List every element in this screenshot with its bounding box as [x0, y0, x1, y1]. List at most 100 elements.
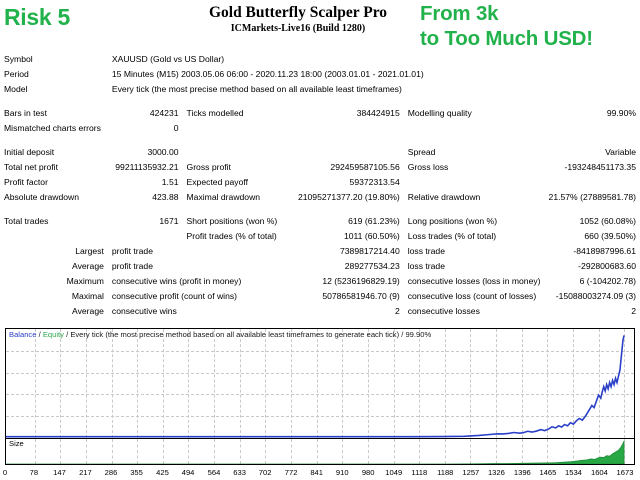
promo-line-1: From 3k: [420, 2, 499, 25]
x-axis-tick-label: 1673: [616, 468, 634, 477]
ticks-modelled-value: 384424915: [356, 108, 400, 118]
legend-description: Every tick (the most precise method base…: [70, 330, 432, 339]
relative-drawdown-value: 21.57% (27889581.78): [548, 192, 636, 202]
avg-consecutive-losses-label: consecutive losses: [407, 306, 480, 316]
mismatched-charts-errors-value: 0: [173, 123, 179, 133]
short-positions-label: Short positions (won %): [186, 216, 278, 226]
backtest-statistics-table: Symbol XAUUSD (Gold vs US Dollar) Period…: [0, 52, 640, 319]
x-axis-tick-label: 1396: [513, 468, 531, 477]
avg-consecutive-wins-value: 2: [394, 306, 400, 316]
legend-balance[interactable]: Balance: [9, 330, 37, 339]
risk-badge: Risk 5: [4, 4, 70, 30]
max-consecutive-wins-label: consecutive wins (profit in money): [111, 276, 242, 286]
profit-factor-value: 1.51: [161, 177, 179, 187]
table-row: Total trades 1671 Short positions (won %…: [0, 214, 640, 229]
period-label: Period: [4, 69, 29, 79]
initial-deposit-label: Initial deposit: [4, 147, 55, 157]
x-axis-tick-label: 1049: [385, 468, 403, 477]
x-axis-tick-label: 494: [181, 468, 195, 477]
model-value: Every tick (the most precise method base…: [111, 84, 402, 94]
loss-trades-label: Loss trades (% of total): [407, 231, 497, 241]
max-consecutive-wins-value: 12 (5236196829.19): [322, 276, 400, 286]
total-trades-value: 1671: [159, 216, 179, 226]
total-net-profit-label: Total net profit: [4, 162, 58, 172]
report-title-block: Gold Butterfly Scalper Pro ICMarkets-Liv…: [180, 4, 416, 35]
profit-trades-value: 1011 (60.50%): [343, 231, 400, 241]
x-axis-tick-label: 0: [2, 468, 8, 477]
spread-label: Spread: [407, 147, 436, 157]
x-axis-tick-label: 1465: [539, 468, 557, 477]
table-row: Average profit trade 289277534.23 loss t…: [0, 259, 640, 274]
maximal-drawdown-label: Maximal drawdown: [186, 192, 261, 202]
mismatched-charts-errors-label: Mismatched charts errors: [4, 123, 101, 133]
period-value: 15 Minutes (M15) 2003.05.06 06:00 - 2020…: [111, 69, 424, 79]
expected-payoff-value: 59372313.54: [349, 177, 400, 187]
table-row: Largest profit trade 7389817214.40 loss …: [0, 244, 640, 259]
maximal-consecutive-loss-label: consecutive loss (count of losses): [407, 291, 537, 301]
average-profit-trade-value: 289277534.23: [344, 261, 400, 271]
profit-trades-label: Profit trades (% of total): [186, 231, 277, 241]
gross-profit-label: Gross profit: [186, 162, 231, 172]
bars-in-test-value: 424231: [149, 108, 179, 118]
absolute-drawdown-label: Absolute drawdown: [4, 192, 80, 202]
largest-loss-trade-value: -8418987996.61: [573, 246, 636, 256]
legend-separator-2: /: [66, 330, 69, 339]
largest-loss-trade-label: loss trade: [407, 246, 445, 256]
x-axis-tick-label: 980: [361, 468, 375, 477]
x-axis-tick-label: 355: [130, 468, 143, 477]
broker-build-subtitle: ICMarkets-Live16 (Build 1280): [230, 23, 366, 34]
maximal-consecutive-profit-label: consecutive profit (count of wins): [111, 291, 238, 301]
maximal-consecutive-loss-value: -15088003274.09 (3): [555, 291, 636, 301]
maximal-consecutive-profit-value: 50786581946.70 (9): [322, 291, 400, 301]
profit-factor-label: Profit factor: [4, 177, 48, 187]
average-profit-trade-label: profit trade: [111, 261, 153, 271]
gross-loss-value: -193248451173.35: [564, 162, 636, 172]
table-row: Symbol XAUUSD (Gold vs US Dollar): [0, 52, 640, 67]
legend-equity[interactable]: Equity: [42, 330, 64, 339]
total-trades-label: Total trades: [4, 216, 49, 226]
maximal-drawdown-value: 21095271377.20 (19.80%): [297, 192, 400, 202]
x-axis: 0 78 147 217 286 355 425 494 564 633 702 772 841 910 9…: [2, 465, 635, 479]
symbol-value: XAUUSD (Gold vs US Dollar): [111, 54, 225, 64]
balance-curve: [6, 329, 634, 438]
x-axis-tick-label: 772: [284, 468, 298, 477]
table-row: Absolute drawdown 423.88 Maximal drawdow…: [0, 190, 640, 205]
table-spacer: [0, 136, 640, 145]
x-axis-tick-label: 841: [310, 468, 323, 477]
table-row: Period 15 Minutes (M15) 2003.05.06 06:00…: [0, 67, 640, 82]
modelling-quality-label: Modelling quality: [407, 108, 472, 118]
promo-text: From 3k to Too Much USD!: [420, 1, 593, 51]
average-row-label: Average: [72, 261, 104, 271]
average-loss-trade-value: -292800683.60: [578, 261, 636, 271]
table-row: Total net profit 99211135932.21 Gross pr…: [0, 160, 640, 175]
absolute-drawdown-value: 423.88: [152, 192, 179, 202]
size-plot[interactable]: Size: [5, 438, 635, 465]
largest-row-label: Largest: [75, 246, 104, 256]
avg-consecutive-losses-value: 2: [631, 306, 636, 316]
gross-loss-label: Gross loss: [407, 162, 449, 172]
x-axis-tick-label: 1326: [487, 468, 505, 477]
max-consecutive-losses-value: 6 (-104202.78): [579, 276, 636, 286]
x-axis-tick-label: 78: [29, 468, 39, 477]
x-axis-tick-label: 702: [258, 468, 272, 477]
table-row: Maximal consecutive profit (count of win…: [0, 289, 640, 304]
x-axis-tick-label: 425: [156, 468, 169, 477]
long-positions-label: Long positions (won %): [407, 216, 498, 226]
x-axis-tick-label: 1257: [462, 468, 480, 477]
avg-consecutive-wins-label: consecutive wins: [111, 306, 177, 316]
expected-payoff-label: Expected payoff: [186, 177, 248, 187]
average-loss-trade-label: loss trade: [407, 261, 445, 271]
x-axis-tick-label: 286: [104, 468, 118, 477]
symbol-label: Symbol: [4, 54, 33, 64]
table-row: Model Every tick (the most precise metho…: [0, 82, 640, 97]
x-axis-tick-label: 147: [53, 468, 66, 477]
balance-equity-plot[interactable]: Balance / Equity / Every tick (the most …: [5, 328, 635, 438]
relative-drawdown-label: Relative drawdown: [407, 192, 481, 202]
report-header: Risk 5 Gold Butterfly Scalper Pro ICMark…: [0, 0, 640, 51]
size-panel-label: Size: [9, 439, 24, 448]
page-title: Gold Butterfly Scalper Pro: [208, 4, 388, 21]
spread-value: Variable: [605, 147, 636, 157]
table-row: Profit factor 1.51 Expected payoff 59372…: [0, 175, 640, 190]
table-spacer: [0, 205, 640, 214]
modelling-quality-value: 99.90%: [606, 108, 636, 118]
